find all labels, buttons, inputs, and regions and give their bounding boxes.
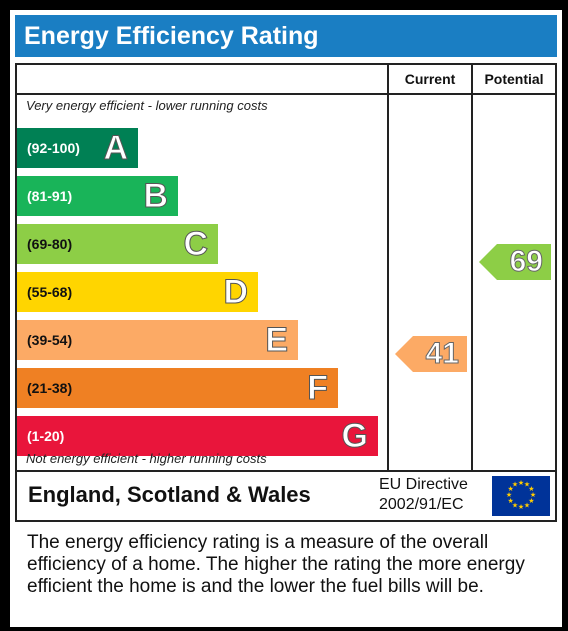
caption-top: Very energy efficient - lower running co…	[26, 98, 268, 113]
svg-text:★: ★	[518, 503, 524, 511]
band-range: (1-20)	[27, 428, 65, 444]
band-letter: F	[307, 369, 329, 408]
svg-text:★: ★	[512, 501, 518, 509]
svg-text:★: ★	[512, 481, 518, 489]
current-rating-arrow: 41	[395, 336, 467, 372]
band-a: (92-100) A	[17, 128, 138, 168]
band-d: (55-68) D	[17, 272, 258, 312]
band-range: (92-100)	[27, 140, 80, 156]
header-divider-left	[17, 93, 387, 95]
band-e: (39-54) E	[17, 320, 298, 360]
band-letter: G	[341, 417, 368, 456]
band-letter: B	[143, 177, 169, 216]
svg-text:★: ★	[506, 491, 512, 499]
column-potential: Potential	[484, 71, 544, 87]
svg-text:★: ★	[507, 485, 513, 493]
eu-flag-icon: ★ ★ ★ ★ ★ ★ ★ ★ ★ ★ ★ ★	[492, 476, 550, 516]
current-rating-value: 41	[425, 337, 459, 371]
band-range: (55-68)	[27, 284, 73, 300]
svg-text:★: ★	[528, 485, 534, 493]
svg-text:★: ★	[524, 481, 530, 489]
divider-current	[387, 65, 389, 470]
potential-rating-value: 69	[509, 245, 543, 279]
directive-line-1: EU Directive	[379, 476, 468, 493]
page-title: Energy Efficiency Rating	[15, 15, 557, 57]
band-range: (81-91)	[27, 188, 73, 204]
caption-bottom: Not energy efficient - higher running co…	[26, 451, 267, 466]
header-divider	[387, 93, 555, 95]
svg-text:★: ★	[528, 497, 534, 505]
eu-directive: EU Directive 2002/91/EC	[379, 475, 468, 515]
band-c: (69-80) C	[17, 224, 218, 264]
footer-bar: England, Scotland & Wales EU Directive 2…	[15, 470, 557, 522]
description-text: The energy efficiency rating is a measur…	[27, 532, 525, 597]
band-letter: C	[183, 225, 209, 264]
column-current: Current	[404, 71, 456, 87]
band-letter: A	[103, 129, 129, 168]
band-range: (21-38)	[27, 380, 73, 396]
svg-text:★: ★	[507, 497, 513, 505]
region-label: England, Scotland & Wales	[28, 482, 311, 507]
band-g: (1-20) G	[17, 416, 378, 456]
band-range: (39-54)	[27, 332, 73, 348]
epc-card: Energy Efficiency Rating Current Potenti…	[10, 10, 562, 627]
band-b: (81-91) B	[17, 176, 178, 216]
band-f: (21-38) F	[17, 368, 338, 408]
svg-text:★: ★	[524, 501, 530, 509]
band-letter: D	[223, 273, 249, 312]
svg-text:★: ★	[530, 491, 536, 499]
band-range: (69-80)	[27, 236, 73, 252]
directive-line-2: 2002/91/EC	[379, 496, 464, 513]
rating-grid: Current Potential Very energy efficient …	[15, 63, 557, 472]
potential-rating-arrow: 69	[479, 244, 551, 280]
svg-text:★: ★	[518, 479, 524, 487]
band-letter: E	[265, 321, 289, 360]
divider-potential	[471, 65, 473, 470]
